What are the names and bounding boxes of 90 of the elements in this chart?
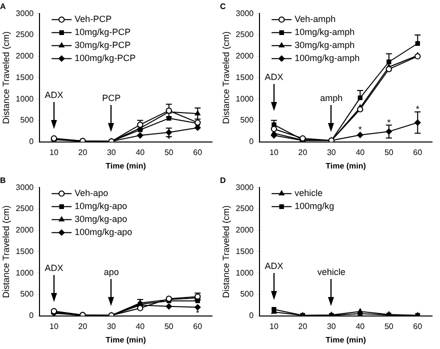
x-tick-label: 20 xyxy=(78,148,88,157)
annotation: * xyxy=(358,124,362,135)
chart-title: A xyxy=(0,2,6,12)
x-tick-label: 40 xyxy=(356,322,366,331)
x-tick-label: 30 xyxy=(326,148,336,157)
x-tick-label: 30 xyxy=(106,322,116,331)
annotation: * xyxy=(416,104,420,114)
annotation: vehicle xyxy=(316,266,346,278)
chart-title: C xyxy=(220,2,226,12)
y-tick-label: 1000 xyxy=(236,94,254,104)
y-tick-label: 2500 xyxy=(236,30,254,40)
x-tick-label: 10 xyxy=(50,322,59,331)
annotation: ADX xyxy=(264,72,284,82)
y-tick-label: 2000 xyxy=(16,52,34,61)
y-tick-label: 1000 xyxy=(16,94,34,104)
annotation: * xyxy=(196,308,200,318)
y-tick-label: 1000 xyxy=(16,268,34,278)
x-axis-title: Time (min) xyxy=(326,161,366,170)
y-tick-label: 500 xyxy=(20,290,34,299)
y-tick-label: 0 xyxy=(29,311,34,320)
y-axis-title: Distance Traveled (cm) xyxy=(220,31,231,124)
legend-label: 30mg/kg-PCP xyxy=(74,40,131,50)
y-tick-label: 500 xyxy=(240,116,254,125)
y-tick-label: 2000 xyxy=(236,226,254,235)
y-tick-label: 0 xyxy=(249,311,254,320)
legend-label: Veh-PCP xyxy=(74,14,112,24)
y-tick-label: 3000 xyxy=(16,182,34,192)
y-axis-title: Distance Traveled (cm) xyxy=(0,205,11,298)
x-tick-label: 40 xyxy=(136,322,146,331)
x-tick-label: 60 xyxy=(193,148,203,157)
x-tick-label: 60 xyxy=(413,322,423,331)
x-tick-label: 30 xyxy=(326,322,336,331)
legend-label: 100mg/kg-apo xyxy=(74,227,132,238)
annotation: ADX xyxy=(44,90,64,100)
y-tick-label: 2500 xyxy=(16,30,34,40)
legend-label: 10mg/kg-PCP xyxy=(74,27,131,38)
legend-label: Veh-apo xyxy=(74,188,108,198)
y-tick-label: 0 xyxy=(249,137,254,146)
legend-label: 30mg/kg-apo xyxy=(74,214,128,224)
annotation: ADX xyxy=(44,263,64,274)
y-axis-title: Distance Traveled (cm) xyxy=(220,205,231,298)
y-tick-label: 2500 xyxy=(236,204,254,214)
annotation: ADX xyxy=(264,261,284,272)
x-axis-title: Time (min) xyxy=(106,161,146,170)
y-tick-label: 500 xyxy=(240,290,254,299)
y-tick-label: 1500 xyxy=(236,246,254,256)
y-tick-label: 2000 xyxy=(236,52,254,61)
x-tick-label: 10 xyxy=(270,148,279,157)
legend-label: 30mg/kg-amph xyxy=(294,40,355,50)
x-tick-label: 10 xyxy=(270,322,279,331)
x-tick-label: 50 xyxy=(384,322,394,331)
legend-label: 100mg/kg xyxy=(294,201,334,212)
x-tick-label: 50 xyxy=(164,148,174,157)
y-tick-label: 1000 xyxy=(236,268,254,278)
x-tick-label: 10 xyxy=(50,148,59,157)
legend-label: 10mg/kg-amph xyxy=(294,27,355,38)
y-tick-label: 2500 xyxy=(16,204,34,214)
x-tick-label: 20 xyxy=(298,322,308,331)
x-tick-label: 40 xyxy=(136,148,146,157)
x-tick-label: 50 xyxy=(164,322,174,331)
legend-label: 100mg/kg-PCP xyxy=(74,53,136,64)
y-tick-label: 3000 xyxy=(236,8,254,18)
chart-title: B xyxy=(0,176,6,186)
y-tick-label: 1500 xyxy=(236,72,254,82)
y-tick-label: 0 xyxy=(29,137,34,146)
annotation: * xyxy=(387,117,392,128)
annotation: PCP xyxy=(101,93,122,104)
y-tick-label: 3000 xyxy=(16,8,34,18)
x-tick-label: 60 xyxy=(413,148,423,157)
y-tick-label: 500 xyxy=(20,116,34,125)
chart-title: D xyxy=(220,176,226,186)
x-tick-label: 30 xyxy=(106,148,116,157)
y-tick-label: 1500 xyxy=(16,72,34,82)
y-tick-label: 2000 xyxy=(16,226,34,235)
x-tick-label: 20 xyxy=(298,148,308,157)
y-axis-title: Distance Traveled (cm) xyxy=(0,31,11,124)
x-axis-title: Time (min) xyxy=(106,335,146,344)
legend-label: Veh-amph xyxy=(294,14,336,24)
legend-label: 100mg/kg-amph xyxy=(294,53,360,64)
legend-label: vehicle xyxy=(294,188,323,198)
y-tick-label: 1500 xyxy=(16,246,34,256)
x-tick-label: 40 xyxy=(356,148,366,157)
annotation: apo xyxy=(102,267,120,278)
x-axis-title: Time (min) xyxy=(326,335,366,344)
legend-label: 10mg/kg-apo xyxy=(74,201,128,212)
x-tick-label: 60 xyxy=(193,322,203,331)
y-tick-label: 3000 xyxy=(236,182,254,192)
x-tick-label: 50 xyxy=(384,148,394,157)
x-tick-label: 20 xyxy=(78,322,88,331)
annotation: amph xyxy=(319,92,344,104)
